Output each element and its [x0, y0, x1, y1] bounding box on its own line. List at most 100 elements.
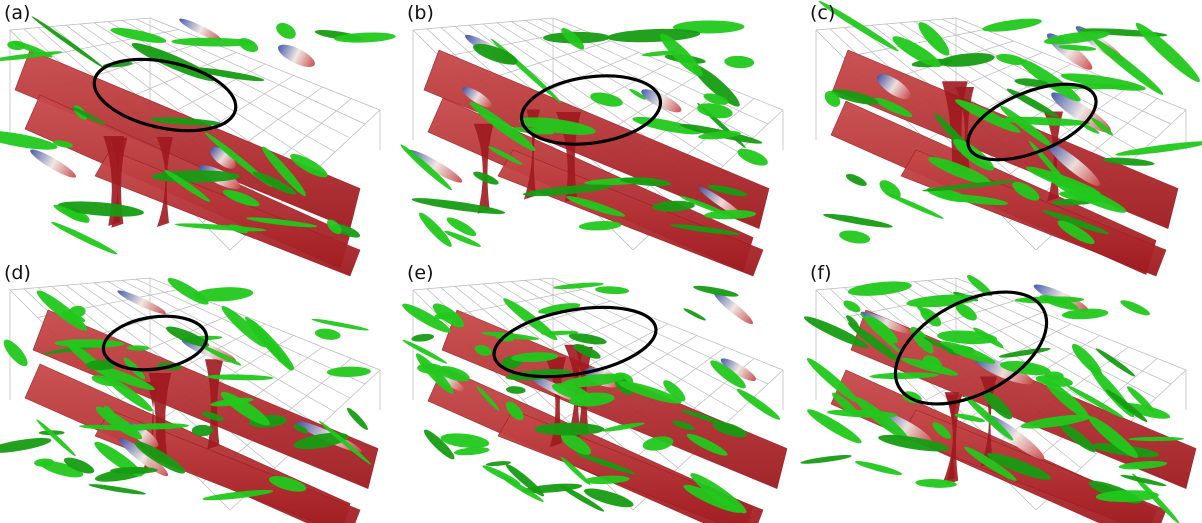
red-fin [156, 137, 173, 228]
green-vortex [63, 457, 95, 474]
green-vortices [400, 20, 768, 247]
green-vortex [818, 0, 899, 52]
green-vortex [411, 198, 506, 214]
green-vortex [1043, 378, 1090, 420]
green-vortices [0, 16, 396, 255]
panel-e: (e) [402, 260, 795, 523]
green-vortex [88, 484, 147, 495]
green-vortex [1018, 58, 1081, 102]
green-vortex [823, 213, 893, 228]
green-vortex [40, 460, 84, 478]
green-vortex [884, 192, 944, 219]
green-vortex [683, 484, 742, 513]
green-vortex [1000, 105, 1053, 147]
green-vortex [683, 308, 706, 321]
green-vortex [679, 195, 731, 217]
green-vortex [601, 422, 645, 432]
panel-label: (e) [407, 262, 434, 284]
green-vortex [1057, 220, 1095, 245]
panel-label: (c) [810, 2, 836, 24]
green-vortex [964, 446, 1017, 481]
green-vortex [268, 476, 307, 492]
green-vortex [987, 453, 1051, 480]
green-vortex [518, 117, 596, 135]
green-vortex [1105, 389, 1148, 423]
green-vortex [105, 375, 153, 412]
green-vortex [878, 434, 950, 452]
green-vortex [1095, 348, 1136, 377]
green-vortex [999, 360, 1051, 376]
green-vortex [503, 298, 558, 341]
green-vortex [276, 22, 296, 39]
green-vortex [1012, 181, 1040, 201]
green-vortex [1059, 422, 1096, 453]
green-vortex [704, 210, 757, 220]
green-vortex [202, 411, 224, 422]
isosurface-render-e [402, 277, 788, 523]
green-vortex [411, 333, 435, 342]
green-vortex [522, 184, 612, 197]
green-vortex [51, 221, 118, 255]
green-vortex [228, 224, 249, 234]
green-vortex [402, 339, 448, 364]
green-vortex [238, 38, 259, 53]
highlight-ellipse [519, 74, 663, 146]
green-vortex [1092, 37, 1164, 95]
green-vortex [629, 88, 647, 100]
blue-tube [877, 74, 911, 100]
green-vortex [560, 456, 591, 485]
blue-tube [860, 311, 912, 334]
green-vortex [36, 419, 76, 457]
isosurface-render-c [815, 0, 1202, 277]
highlight-ellipse [92, 57, 238, 133]
green-vortex [652, 200, 695, 212]
green-vortex [553, 282, 604, 290]
green-vortex [561, 27, 585, 50]
green-vortex [854, 460, 903, 476]
green-vortices [402, 282, 781, 514]
panel-c: (c) [806, 0, 1202, 277]
green-vortex [68, 305, 86, 318]
green-vortex [697, 103, 733, 119]
green-vortex [521, 483, 583, 494]
green-vortex [473, 43, 518, 65]
green-vortex [293, 432, 349, 450]
green-vortex [869, 372, 939, 380]
green-vortex [940, 341, 996, 364]
green-vortex [698, 130, 741, 140]
green-vortex [583, 488, 634, 508]
green-vortex [590, 92, 623, 107]
green-vortex [584, 475, 630, 485]
green-vortex [1115, 141, 1202, 156]
green-vortex [558, 484, 605, 512]
blue-tube [1047, 143, 1101, 187]
green-vortex [476, 385, 500, 411]
red-sheet [497, 149, 764, 277]
green-vortex [473, 171, 499, 185]
green-vortex [110, 27, 167, 43]
green-vortex [400, 144, 452, 191]
green-vortex [0, 130, 58, 150]
green-vortex [827, 409, 898, 418]
green-vortex [854, 397, 909, 441]
green-vortex [402, 303, 451, 333]
green-vortex [710, 360, 746, 389]
green-vortex [879, 180, 901, 199]
green-vortex [923, 337, 955, 353]
green-vortex [845, 173, 867, 186]
green-vortex [807, 409, 862, 444]
green-vortex [222, 189, 260, 207]
green-vortex [123, 423, 189, 430]
green-vortex [569, 392, 615, 407]
green-vortex [95, 406, 143, 440]
panel-f: (f) [800, 260, 1198, 523]
green-vortex [1066, 385, 1124, 419]
green-vortex [839, 230, 871, 244]
green-vortex [1088, 416, 1139, 458]
green-vortex [918, 22, 950, 56]
green-vortex [964, 395, 1014, 441]
green-vortex [578, 221, 622, 231]
green-vortex [922, 355, 942, 371]
red-sheet [900, 149, 1167, 277]
green-vortex [568, 333, 607, 345]
